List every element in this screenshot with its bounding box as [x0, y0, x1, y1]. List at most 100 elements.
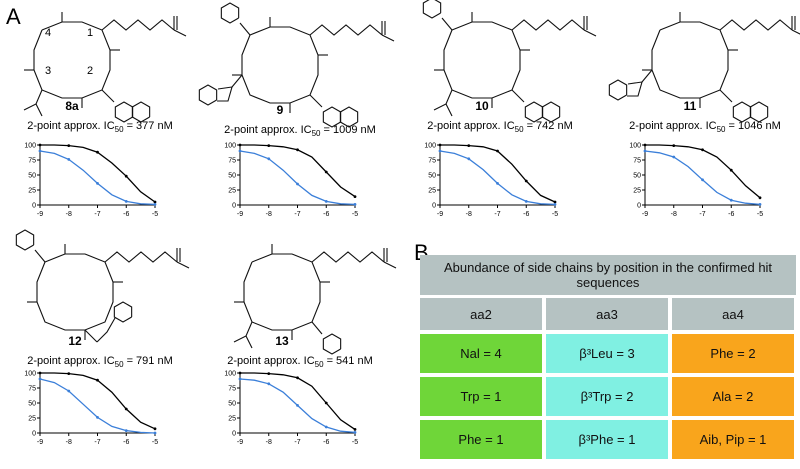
data-point — [729, 168, 733, 172]
structure — [198, 2, 395, 128]
data-point — [729, 198, 733, 202]
x-tick-label: -8 — [66, 211, 72, 218]
bond — [383, 261, 397, 269]
x-tick-label: -9 — [437, 211, 443, 218]
caption-value: = 791 nM — [127, 355, 173, 367]
bond — [422, 0, 442, 19]
x-tick-label: -6 — [523, 211, 529, 218]
data-point — [124, 407, 128, 411]
x-tick-label: -6 — [323, 439, 329, 446]
bond — [641, 69, 653, 83]
bond — [445, 103, 453, 117]
x-tick-label: -8 — [671, 211, 677, 218]
structure — [233, 244, 397, 355]
data-point — [153, 203, 157, 206]
data-point — [643, 149, 647, 153]
y-tick-label: 75 — [228, 158, 236, 165]
x-tick-label: -9 — [37, 211, 43, 218]
bond — [36, 253, 114, 331]
bond — [101, 89, 115, 103]
table-cell: Aib, Pip = 1 — [672, 420, 794, 459]
ring-position: 4 — [45, 27, 51, 39]
column-header: aa4 — [672, 298, 794, 330]
column-header: aa2 — [420, 298, 542, 330]
curve — [39, 378, 156, 434]
bond — [381, 34, 395, 42]
bond — [311, 251, 385, 263]
data-point — [643, 143, 647, 147]
table-cell: Nal = 4 — [420, 334, 542, 373]
data-point — [467, 157, 471, 161]
data-point — [238, 371, 242, 375]
data-point — [496, 182, 499, 185]
data-point — [67, 158, 71, 161]
caption-subscript: 50 — [115, 125, 124, 134]
curve — [240, 144, 356, 198]
caption-subscript: 50 — [315, 360, 324, 369]
x-tick-label: -6 — [123, 211, 129, 218]
data-point — [438, 143, 442, 147]
x-tick-label: -7 — [294, 211, 300, 218]
table-cell: Ala = 2 — [672, 377, 794, 416]
data-point — [96, 150, 99, 154]
bond — [15, 229, 35, 251]
data-point — [153, 427, 157, 431]
data-point — [553, 203, 557, 206]
bond — [131, 101, 151, 123]
compound-label: 8a — [65, 99, 79, 113]
bond — [443, 21, 521, 99]
y-tick-label: 0 — [32, 431, 36, 438]
bond — [217, 86, 233, 102]
caption-value: = 541 nM — [327, 355, 373, 367]
curve — [645, 144, 761, 199]
data-point — [324, 200, 328, 203]
bond — [243, 253, 321, 331]
x-tick-label: -7 — [494, 211, 500, 218]
bond — [441, 17, 453, 31]
bond — [608, 79, 628, 101]
y-tick-label: 100 — [24, 143, 36, 150]
ic50-caption: 2-point approx. IC50 = 742 nM — [427, 120, 573, 134]
table-title: Abundance of side chains by position in … — [420, 255, 796, 295]
ring-position: 2 — [87, 65, 93, 77]
bond — [541, 101, 561, 123]
curve — [440, 144, 556, 203]
y-tick-label: 25 — [228, 188, 236, 195]
data-point — [758, 196, 762, 200]
table-cell: β³Phe = 1 — [546, 420, 668, 459]
bond — [433, 89, 453, 111]
data-point — [353, 431, 357, 434]
data-point — [238, 143, 242, 147]
y-tick-label: 25 — [428, 188, 436, 195]
plot: 0 25 50 75 100 -9 -8 -7 -6 -5 — [224, 371, 358, 447]
bond — [198, 84, 218, 106]
y-tick-label: 100 — [629, 143, 641, 150]
data-point — [353, 195, 357, 199]
bond — [339, 106, 359, 128]
plot: 0 25 50 75 100 -9 -8 -7 -6 -5 — [224, 143, 358, 219]
x-tick-label: -5 — [552, 211, 558, 218]
curve — [644, 150, 761, 206]
table-cell: β³Leu = 3 — [546, 334, 668, 373]
y-tick-label: 100 — [224, 143, 236, 150]
x-tick-label: -8 — [466, 211, 472, 218]
bond — [96, 317, 116, 343]
bond — [511, 89, 525, 103]
data-point — [267, 144, 271, 148]
y-tick-label: 50 — [28, 173, 36, 180]
data-point — [438, 149, 442, 153]
caption-text: 2-point approx. IC — [27, 355, 114, 367]
panel-label: A — [6, 4, 21, 29]
y-tick-label: 100 — [224, 371, 236, 378]
compound-label: 10 — [475, 99, 489, 113]
ring-position: 3 — [45, 65, 51, 77]
bond — [114, 101, 134, 123]
caption-value: = 1046 nM — [729, 120, 781, 132]
ic50-caption: 2-point approx. IC50 = 377 nM — [27, 120, 173, 134]
y-tick-label: 0 — [32, 203, 36, 210]
y-tick-label: 100 — [424, 143, 436, 150]
bond — [719, 89, 733, 103]
table-cell: β³Trp = 2 — [546, 377, 668, 416]
bond — [511, 19, 585, 31]
caption-value: = 1009 nM — [324, 124, 376, 136]
